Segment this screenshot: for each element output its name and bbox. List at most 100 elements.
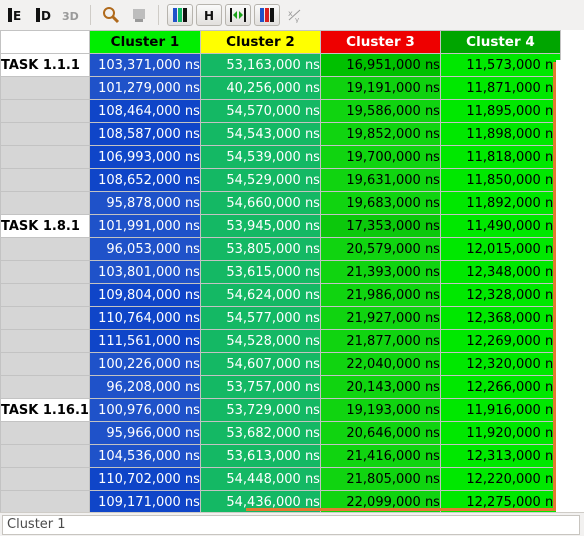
table-cell[interactable]: 53,757,000 ns [199,375,321,399]
view-3d-button[interactable]: 3D [60,4,82,26]
table-cell[interactable]: 11,490,000 ns [439,214,561,238]
column-header-cluster-3[interactable]: Cluster 3 [319,30,441,54]
row-header[interactable]: TASK 1.8.1 [0,214,90,238]
table-cell[interactable]: 108,587,000 ns [88,122,201,146]
table-cell[interactable]: 111,561,000 ns [88,329,201,353]
column-header-cluster-2[interactable]: Cluster 2 [199,30,321,54]
table-cell[interactable]: 101,991,000 ns [88,214,201,238]
column-header-cluster-4[interactable]: Cluster 4 [439,30,561,54]
table-cell[interactable]: 19,191,000 ns [319,76,441,100]
table-cell[interactable]: 21,986,000 ns [319,283,441,307]
table-cell[interactable]: 54,570,000 ns [199,99,321,123]
table-cell[interactable]: 109,171,000 ns [88,490,201,512]
table-cell[interactable]: 12,266,000 ns [439,375,561,399]
table-cell[interactable]: 11,573,000 ns [439,53,561,77]
table-cell[interactable]: 53,805,000 ns [199,237,321,261]
table-cell[interactable]: 104,536,000 ns [88,444,201,468]
table-cell[interactable]: 11,818,000 ns [439,145,561,169]
table-cell[interactable]: 21,805,000 ns [319,467,441,491]
table-cell[interactable]: 106,993,000 ns [88,145,201,169]
table-cell[interactable]: 110,764,000 ns [88,306,201,330]
table-cell[interactable]: 53,163,000 ns [199,53,321,77]
table-cell[interactable]: 19,193,000 ns [319,398,441,422]
table-cell[interactable]: 12,313,000 ns [439,444,561,468]
table-cell[interactable]: 12,348,000 ns [439,260,561,284]
table-cell[interactable]: 20,143,000 ns [319,375,441,399]
table-cell[interactable]: 21,877,000 ns [319,329,441,353]
column-header-cluster-1[interactable]: Cluster 1 [88,30,201,54]
row-header[interactable]: TASK 1.16.1 [0,398,90,422]
table-cell[interactable]: 12,220,000 ns [439,467,561,491]
table-cell[interactable]: 21,927,000 ns [319,306,441,330]
table-cell[interactable]: 54,528,000 ns [199,329,321,353]
table-cell[interactable]: 12,328,000 ns [439,283,561,307]
horizontal-button[interactable]: H [196,4,222,26]
search-button[interactable] [100,4,122,26]
table-cell[interactable]: 11,892,000 ns [439,191,561,215]
table-cell[interactable]: 108,464,000 ns [88,99,201,123]
row-header[interactable] [0,283,90,307]
vertical-scrollbar[interactable] [556,60,584,512]
table-cell[interactable]: 101,279,000 ns [88,76,201,100]
table-cell[interactable]: 11,895,000 ns [439,99,561,123]
table-cell[interactable]: 20,646,000 ns [319,421,441,445]
row-header[interactable] [0,306,90,330]
table-cell[interactable]: 95,966,000 ns [88,421,201,445]
cluster-d-button[interactable]: D [32,4,54,26]
table-cell[interactable]: 11,850,000 ns [439,168,561,192]
table-cell[interactable]: 54,543,000 ns [199,122,321,146]
row-header[interactable] [0,421,90,445]
table-cell[interactable]: 12,368,000 ns [439,306,561,330]
table-cell[interactable]: 17,353,000 ns [319,214,441,238]
table-cell[interactable]: 19,700,000 ns [319,145,441,169]
table-cell[interactable]: 16,951,000 ns [319,53,441,77]
table-cell[interactable]: 108,652,000 ns [88,168,201,192]
table-cell[interactable]: 100,226,000 ns [88,352,201,376]
row-header[interactable] [0,467,90,491]
table-cell[interactable]: 96,208,000 ns [88,375,201,399]
table-cell[interactable]: 53,945,000 ns [199,214,321,238]
table-cell[interactable]: 53,613,000 ns [199,444,321,468]
table-cell[interactable]: 21,416,000 ns [319,444,441,468]
row-header[interactable] [0,444,90,468]
table-cell[interactable]: 19,631,000 ns [319,168,441,192]
table-cell[interactable]: 53,615,000 ns [199,260,321,284]
row-header[interactable] [0,260,90,284]
table-cell[interactable]: 19,852,000 ns [319,122,441,146]
table-cell[interactable]: 95,878,000 ns [88,191,201,215]
table-cell[interactable]: 12,320,000 ns [439,352,561,376]
row-header[interactable] [0,490,90,512]
row-header[interactable] [0,122,90,146]
table-cell[interactable]: 22,040,000 ns [319,352,441,376]
table-cell[interactable]: 96,053,000 ns [88,237,201,261]
table-cell[interactable]: 54,539,000 ns [199,145,321,169]
table-cell[interactable]: 12,015,000 ns [439,237,561,261]
row-header[interactable]: TASK 1.1.1 [0,53,90,77]
table-cell[interactable]: 11,920,000 ns [439,421,561,445]
row-header[interactable] [0,145,90,169]
table-cell[interactable]: 54,577,000 ns [199,306,321,330]
row-header[interactable] [0,99,90,123]
row-header[interactable] [0,168,90,192]
table-cell[interactable]: 54,529,000 ns [199,168,321,192]
refresh-button[interactable] [128,4,150,26]
table-cell[interactable]: 103,371,000 ns [88,53,201,77]
table-cell[interactable]: 54,660,000 ns [199,191,321,215]
table-cell[interactable]: 12,275,000 ns [439,490,561,512]
table-cell[interactable]: 19,586,000 ns [319,99,441,123]
color-scale-button[interactable] [254,4,280,26]
row-header[interactable] [0,375,90,399]
table-cell[interactable]: 11,898,000 ns [439,122,561,146]
expand-button[interactable] [225,4,251,26]
table-cell[interactable]: 11,871,000 ns [439,76,561,100]
table-cell[interactable]: 19,683,000 ns [319,191,441,215]
table-cell[interactable]: 109,804,000 ns [88,283,201,307]
row-header[interactable] [0,237,90,261]
table-cell[interactable]: 54,448,000 ns [199,467,321,491]
table-cell[interactable]: 11,916,000 ns [439,398,561,422]
table-cell[interactable]: 100,976,000 ns [88,398,201,422]
table-cell[interactable]: 21,393,000 ns [319,260,441,284]
table-cell[interactable]: 53,682,000 ns [199,421,321,445]
table-cell[interactable]: 103,801,000 ns [88,260,201,284]
